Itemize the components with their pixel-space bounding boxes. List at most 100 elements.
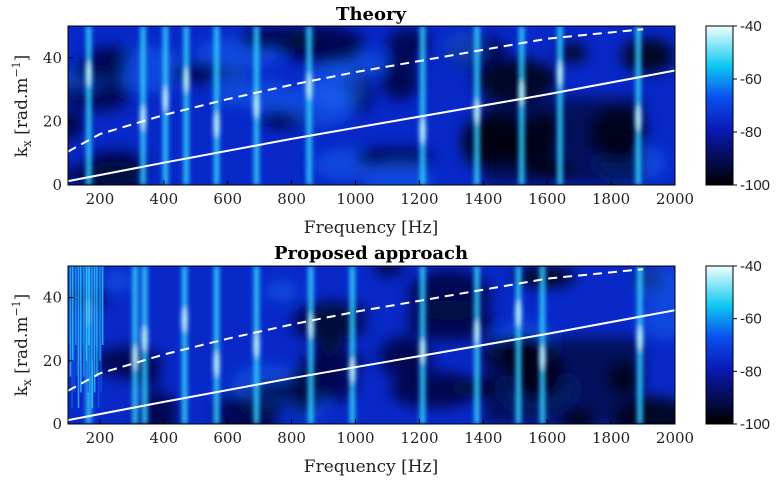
heatmap-blotch <box>381 56 419 101</box>
resonance-peak <box>253 91 260 120</box>
x-tick-label: 1200 <box>400 190 438 208</box>
x-tick-label: 1400 <box>464 429 502 447</box>
y-axis: 0 20 40 <box>43 289 73 433</box>
resonance-peak <box>473 97 480 126</box>
y-axis: 0 20 40 <box>43 49 73 194</box>
resonance-peak <box>140 104 147 133</box>
x-tick-label: 1000 <box>336 429 374 447</box>
chart-title: Theory <box>336 4 406 25</box>
heatmap-area <box>68 266 675 424</box>
resonance-peak <box>349 356 356 385</box>
heatmap-blotch <box>68 109 86 141</box>
heatmap-blotch <box>373 266 405 277</box>
noise-stripe <box>80 266 82 393</box>
x-tick-label: 1800 <box>592 190 630 208</box>
heatmap-blotch <box>285 82 356 128</box>
resonance-core <box>214 266 219 424</box>
x-tick-label: 1600 <box>528 190 566 208</box>
noise-stripe <box>92 266 94 361</box>
resonance-core <box>183 266 187 424</box>
heatmap-blotch <box>634 266 675 304</box>
resonance-core <box>307 26 311 185</box>
resonance-peak <box>253 331 260 359</box>
x-tick-label: 1400 <box>464 190 502 208</box>
x-tick-label: 2000 <box>656 429 694 447</box>
solid-curve <box>68 69 675 183</box>
noise-stripe <box>68 266 70 345</box>
x-axis: 200 400 600 800 1000 1200 1400 1600 1800 2000 <box>86 180 694 208</box>
resonance-peak <box>419 337 426 366</box>
resonance-bands <box>84 26 643 185</box>
curves <box>68 28 675 183</box>
resonance-peak <box>85 59 92 88</box>
heatmap-blotch <box>621 38 675 74</box>
panel-proposed-approach: Proposed approach 200 400 600 800 1000 1200 14… <box>10 243 770 477</box>
resonance-core <box>309 266 313 424</box>
noise-stripe <box>100 266 102 393</box>
y-tick-label: 40 <box>43 289 62 307</box>
resonance-peak <box>307 312 314 341</box>
x-tick-label: 400 <box>150 190 179 208</box>
colorbar-gradient <box>705 25 734 186</box>
noise-stripe <box>93 266 96 393</box>
noise-stripe <box>73 266 76 393</box>
x-tick-label: 400 <box>150 429 179 447</box>
heatmap-blotch <box>103 269 132 293</box>
x-tick-label: 200 <box>86 429 115 447</box>
resonance-peak <box>306 72 313 101</box>
resonance-peak <box>132 343 139 372</box>
noise-stripe <box>69 266 72 377</box>
colorbar: -40 -60 -80 -100 <box>705 18 770 194</box>
resonance-core <box>87 26 91 185</box>
noise-stripe <box>72 266 74 361</box>
noise-stripe <box>77 266 80 409</box>
solid-curve <box>68 309 675 422</box>
y-tick-label: 0 <box>52 176 62 194</box>
heatmap-blotch <box>557 43 588 63</box>
y-tick-label: 40 <box>43 49 62 67</box>
heatmap-blotch <box>214 59 247 108</box>
colorbar-ticks: -40 -60 -80 -100 <box>733 18 770 194</box>
heatmap-blotch <box>86 47 133 65</box>
noise-stripe <box>89 266 92 377</box>
panel-theory: Theory 200 400 600 800 1000 1200 1400 1600 1800 2… <box>10 4 770 238</box>
resonance-peak <box>213 110 220 139</box>
colorbar-tick-label: -100 <box>740 177 770 194</box>
colorbar-tick-label: -40 <box>740 258 762 275</box>
y-tick-label: 20 <box>43 352 62 370</box>
noise-stripe <box>101 266 104 345</box>
noise-stripe <box>97 266 100 409</box>
y-axis-label: kx [rad.m−1] <box>10 294 34 397</box>
resonance-peak <box>556 59 563 88</box>
heatmap-blotch <box>282 26 365 66</box>
heatmap-blotch <box>389 371 478 409</box>
resonance-peak <box>636 324 643 353</box>
plot-frame <box>67 25 676 186</box>
x-tick-label: 800 <box>277 190 306 208</box>
x-axis-label: Frequency [Hz] <box>304 218 438 238</box>
resonance-core <box>558 26 562 185</box>
chart-title: Proposed approach <box>274 243 468 264</box>
colorbar-tick-label: -80 <box>740 124 762 141</box>
resonance-core <box>350 266 354 424</box>
resonance-peak <box>141 324 148 353</box>
y-tick-label: 20 <box>43 112 62 130</box>
colorbar-tick-label: -60 <box>740 311 762 328</box>
noise-stripe <box>85 266 88 361</box>
colorbar-tick-label: -100 <box>740 416 770 433</box>
resonance-peak <box>162 85 169 114</box>
resonance-core <box>421 26 425 185</box>
noise-stripe <box>81 266 84 345</box>
x-tick-label: 1200 <box>400 429 438 447</box>
low-frequency-stripes <box>68 266 104 409</box>
x-axis: 200 400 600 800 1000 1200 1400 1600 1800 2000 <box>86 419 694 447</box>
colorbar-tick-label: -80 <box>740 363 762 380</box>
resonance-peak <box>518 78 525 107</box>
noise-stripe <box>88 266 90 345</box>
resonance-peak <box>515 299 522 328</box>
heatmap-area <box>68 26 675 185</box>
x-tick-label: 200 <box>86 190 115 208</box>
y-tick-label: 0 <box>52 415 62 433</box>
heatmap-blotch <box>474 58 559 101</box>
